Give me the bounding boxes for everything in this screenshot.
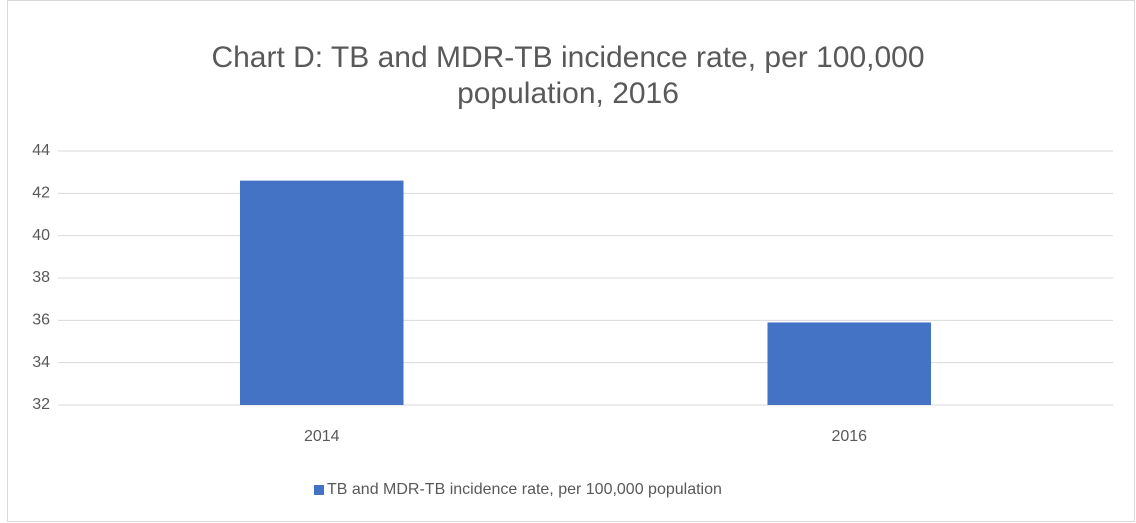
y-tick-label: 42 bbox=[32, 185, 50, 202]
y-tick-label: 44 bbox=[32, 142, 50, 159]
chart-border bbox=[7, 0, 1135, 522]
x-tick-label: 2016 bbox=[831, 428, 867, 445]
y-tick-label: 40 bbox=[32, 227, 50, 244]
bar bbox=[767, 322, 932, 405]
y-tick-label: 38 bbox=[32, 269, 50, 286]
y-tick-label: 36 bbox=[32, 312, 50, 329]
chart-title: Chart D: TB and MDR-TB incidence rate, p… bbox=[211, 41, 925, 110]
x-tick-label: 2014 bbox=[304, 428, 340, 445]
legend-label: TB and MDR-TB incidence rate, per 100,00… bbox=[327, 481, 722, 498]
y-tick-label: 32 bbox=[32, 396, 50, 413]
bar bbox=[239, 180, 404, 405]
legend-swatch bbox=[314, 485, 324, 495]
y-tick-label: 34 bbox=[32, 354, 50, 371]
